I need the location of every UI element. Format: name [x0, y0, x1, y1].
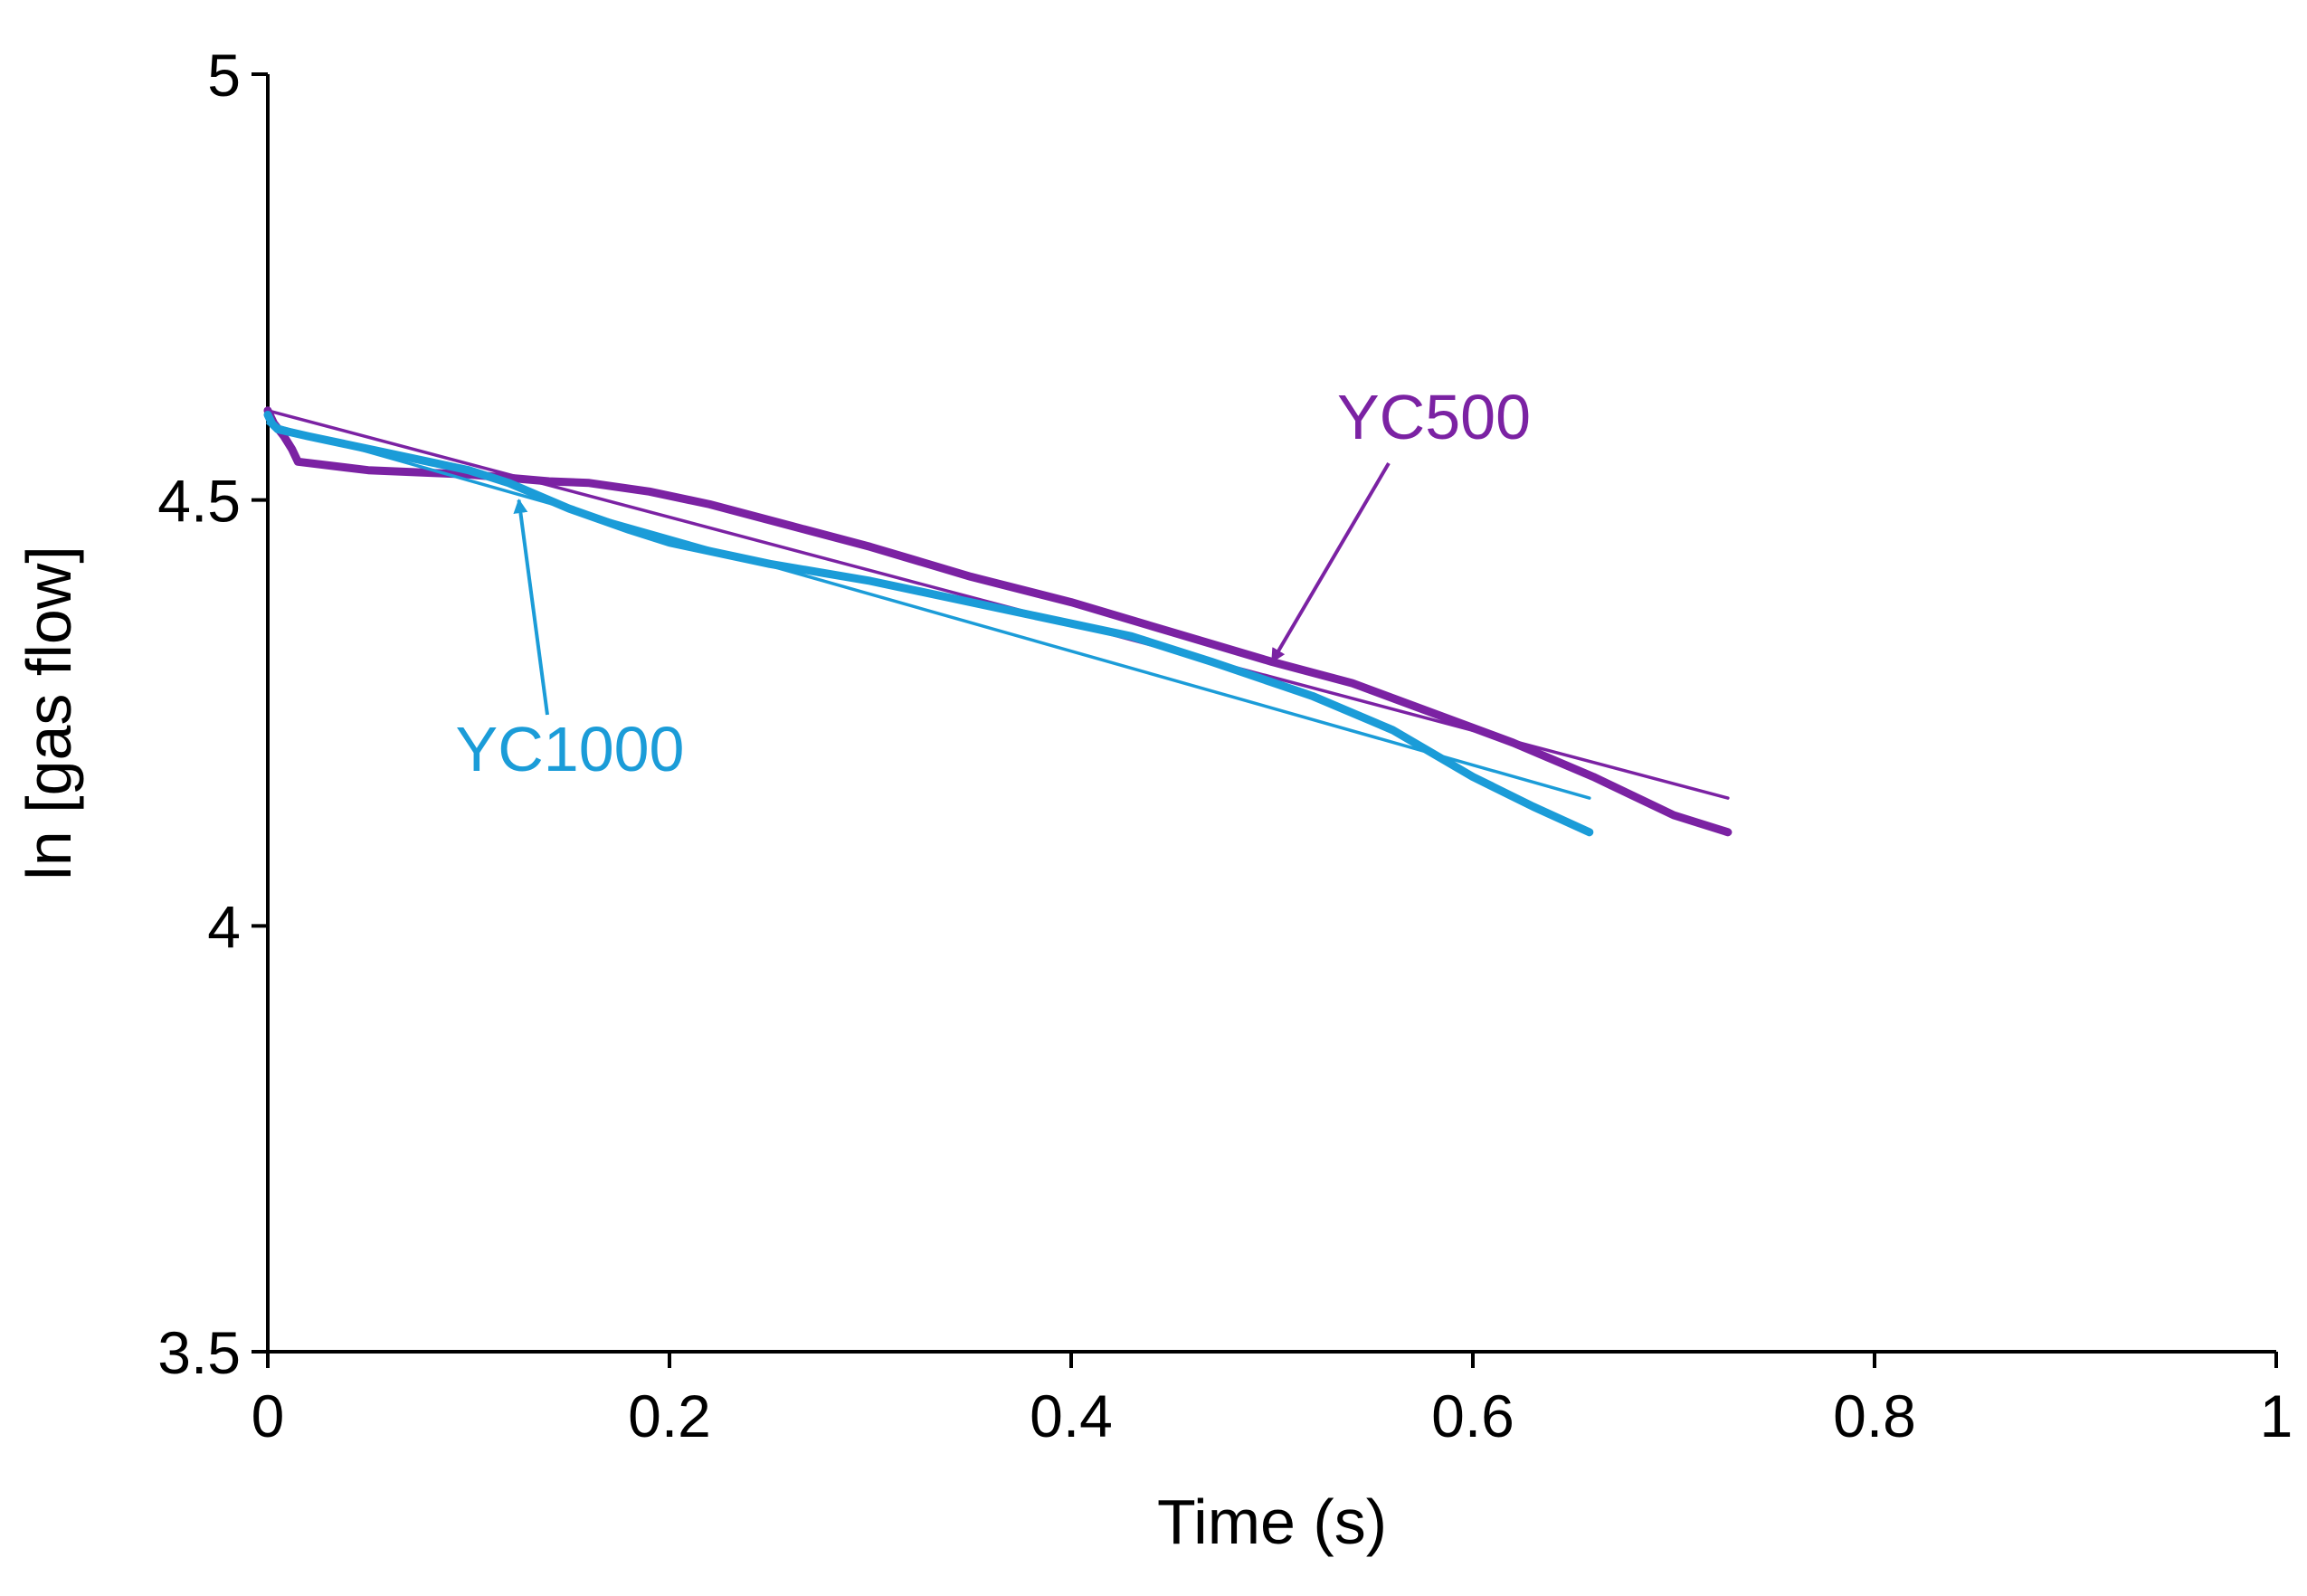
ticks: 0 0.2 0.4 0.6 0.8 1 3.5 4 4.5 5	[157, 42, 2293, 1449]
x-tick-label: 0.6	[1431, 1382, 1514, 1449]
series-line-yc500	[263, 406, 1733, 837]
x-tick-label: 1	[2260, 1382, 2293, 1449]
y-tick-label: 5	[207, 42, 241, 109]
y-tick-label: 3.5	[157, 1319, 241, 1386]
x-tick-label: 0.4	[1030, 1382, 1113, 1449]
x-tick-label: 0.2	[628, 1382, 711, 1449]
annotation-arrow-yc500	[1270, 461, 1391, 663]
y-axis-title: ln [gas flow]	[14, 546, 84, 880]
annotations: YC500 YC1000	[456, 382, 1532, 784]
x-tick-label: 0	[252, 1382, 285, 1449]
axes	[266, 74, 2276, 1354]
x-axis-title: Time (s)	[1157, 1487, 1387, 1557]
series-lines	[263, 406, 1733, 837]
x-tick-label: 0.8	[1833, 1382, 1916, 1449]
annotation-label-yc1000: YC1000	[456, 714, 685, 784]
y-tick-label: 4	[207, 893, 241, 960]
y-tick-label: 4.5	[157, 468, 241, 535]
series-line-yc1000-fit	[266, 422, 1591, 800]
annotation-arrow-yc1000	[513, 499, 549, 716]
annotation-label-yc500: YC500	[1337, 382, 1531, 452]
